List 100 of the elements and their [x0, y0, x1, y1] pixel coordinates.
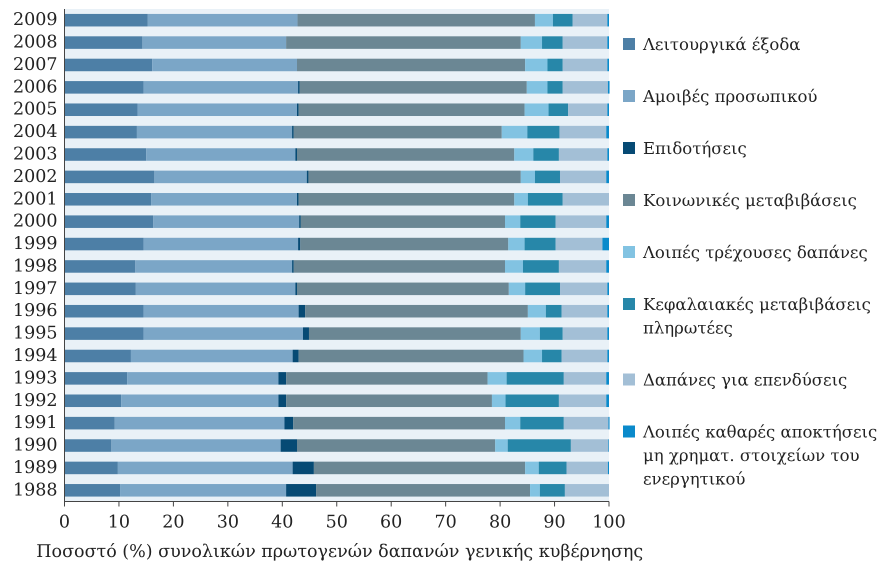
y-tick-label: 2007: [12, 54, 58, 75]
bar: [286, 484, 316, 497]
y-tick-label: 1993: [12, 368, 58, 388]
bar: [602, 238, 609, 250]
bar: [314, 462, 526, 474]
bar: [297, 148, 514, 161]
legend-label: Κοινωνικές μεταβιβάσεις: [643, 190, 857, 210]
bar: [284, 416, 294, 430]
bar: [556, 238, 602, 250]
bar: [606, 372, 609, 385]
bar: [559, 126, 606, 138]
bar: [121, 394, 278, 408]
bar: [64, 282, 136, 296]
bar: [146, 148, 296, 161]
bar: [294, 260, 505, 273]
bar: [118, 462, 293, 474]
bar: [286, 372, 488, 385]
bar: [562, 304, 608, 318]
bar: [154, 170, 307, 184]
y-tick-label: 1994: [12, 346, 58, 366]
bar: [548, 103, 568, 116]
bar: [64, 394, 122, 408]
bar: [522, 260, 559, 273]
bar: [130, 350, 293, 362]
bar: [148, 14, 298, 26]
bar: [520, 215, 556, 228]
bar: [308, 327, 521, 340]
x-tick-label: 10: [108, 512, 130, 532]
bar: [508, 282, 526, 296]
legend-label: Λοιπές τρέχουσες δαπάνες: [642, 242, 868, 262]
bar: [495, 439, 508, 452]
bar: [111, 439, 281, 452]
y-tick-label: 1995: [12, 324, 58, 344]
bar: [606, 215, 609, 228]
bar: [570, 439, 608, 452]
bar: [297, 439, 496, 452]
bar: [292, 462, 314, 474]
bar: [562, 327, 608, 340]
bar: [562, 36, 608, 49]
bar: [114, 416, 284, 430]
bar: [508, 439, 571, 452]
y-tick-label: 2001: [12, 189, 58, 210]
x-tick-label: 0: [58, 512, 70, 532]
y-tick-label: 2003: [12, 144, 58, 165]
x-tick-label: 80: [488, 512, 512, 532]
bar: [300, 215, 505, 228]
bar: [492, 394, 506, 408]
bar: [136, 126, 292, 138]
bar: [606, 126, 609, 138]
legend-label: Αμοιβές προσωπικού: [642, 86, 818, 106]
bar: [64, 260, 136, 273]
bar: [506, 394, 559, 408]
bar: [534, 14, 553, 26]
bar: [568, 103, 608, 116]
x-tick-label: 30: [216, 512, 239, 532]
x-tick-label: 100: [592, 512, 626, 532]
y-tick-label: 2009: [12, 10, 58, 30]
y-tick-label: 2002: [12, 166, 58, 187]
bar: [286, 36, 521, 49]
bar: [64, 462, 118, 474]
bar: [505, 260, 523, 273]
bar: [300, 81, 527, 94]
bar: [502, 126, 528, 138]
bar: [143, 304, 299, 318]
bar: [505, 215, 520, 228]
bar: [64, 193, 152, 206]
bar: [542, 36, 563, 49]
bar: [564, 372, 606, 385]
bar: [127, 372, 278, 385]
bar: [540, 484, 565, 497]
bar: [308, 170, 521, 184]
bar: [316, 484, 530, 497]
bar: [525, 58, 548, 72]
bar: [552, 14, 573, 26]
y-tick-label: 1990: [12, 436, 58, 456]
y-tick-label: 1989: [12, 458, 58, 478]
bar: [508, 238, 525, 250]
bar: [137, 103, 297, 116]
x-tick-label: 70: [434, 512, 457, 532]
bar: [564, 416, 608, 430]
bar: [525, 462, 539, 474]
bar: [64, 81, 144, 94]
bar: [64, 327, 144, 340]
bar: [556, 215, 606, 228]
bar: [525, 282, 560, 296]
bar: [540, 327, 563, 340]
bar: [514, 193, 528, 206]
bar: [528, 304, 546, 318]
y-tick-label: 2008: [12, 32, 58, 53]
legend-label: Επιδοτήσεις: [643, 138, 747, 158]
bar: [520, 170, 535, 184]
bar: [64, 484, 120, 497]
bar: [297, 282, 509, 296]
x-tick-label: 50: [326, 512, 348, 532]
bar: [546, 304, 562, 318]
y-tick-label: 1996: [12, 301, 58, 322]
bar: [542, 350, 562, 362]
bar: [530, 484, 540, 497]
bar: [64, 103, 138, 116]
bar: [547, 81, 563, 94]
